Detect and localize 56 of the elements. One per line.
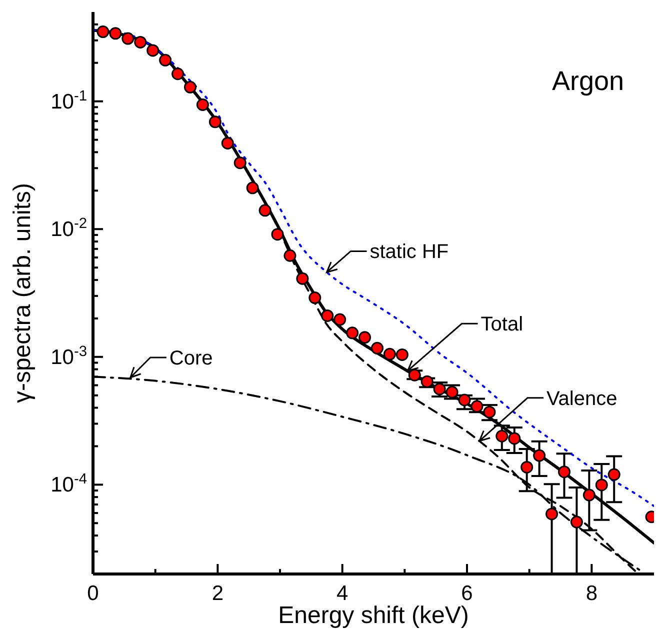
point bbox=[358, 331, 372, 344]
point bbox=[321, 309, 334, 322]
point bbox=[470, 400, 484, 413]
point bbox=[308, 292, 322, 304]
point bbox=[496, 430, 508, 442]
point bbox=[446, 386, 458, 398]
point bbox=[570, 516, 583, 528]
point bbox=[109, 27, 122, 40]
annotation: Core bbox=[169, 347, 213, 370]
point bbox=[258, 204, 272, 217]
y-tick-label: 10$^{-3}$ bbox=[50, 344, 87, 369]
point bbox=[334, 313, 346, 326]
point bbox=[582, 488, 596, 502]
x-tick-label: 8 bbox=[586, 582, 598, 605]
x-tick-label: 4 bbox=[336, 582, 348, 605]
point bbox=[196, 98, 209, 112]
point bbox=[208, 116, 222, 128]
x-tick-label: 0 bbox=[87, 582, 99, 605]
point bbox=[433, 382, 446, 396]
point bbox=[122, 32, 134, 45]
point bbox=[458, 394, 471, 406]
point bbox=[271, 228, 284, 241]
x-tick-label: 2 bbox=[212, 582, 224, 605]
point bbox=[221, 136, 234, 150]
point bbox=[246, 182, 259, 194]
point bbox=[520, 460, 534, 474]
y-tick-label: 10$^{-4}$ bbox=[50, 472, 87, 497]
point bbox=[608, 468, 620, 481]
point bbox=[483, 406, 496, 418]
x-tick-label: 6 bbox=[461, 582, 473, 605]
point bbox=[96, 26, 110, 38]
point bbox=[370, 342, 384, 354]
point bbox=[159, 54, 172, 66]
point bbox=[296, 272, 309, 285]
point bbox=[134, 36, 147, 48]
point bbox=[383, 348, 396, 360]
point bbox=[595, 478, 608, 492]
y-tick-label: 10$^{-2}$ bbox=[50, 216, 87, 242]
point bbox=[234, 156, 246, 170]
annotation: Argon bbox=[552, 66, 624, 96]
y-axis-title: γ-spectra (arb. units) bbox=[9, 182, 36, 404]
point bbox=[558, 466, 570, 478]
point bbox=[172, 68, 184, 80]
x-axis-title: Energy shift (keV) bbox=[278, 602, 469, 629]
point bbox=[346, 326, 359, 340]
annotation: Total bbox=[480, 314, 524, 336]
annotation: static HF bbox=[370, 241, 449, 264]
point bbox=[146, 44, 160, 57]
point bbox=[396, 348, 408, 361]
y-tick-label: 10$^{-1}$ bbox=[50, 88, 87, 114]
point bbox=[546, 508, 558, 520]
annotation: Valence bbox=[546, 388, 618, 410]
point bbox=[284, 249, 296, 262]
point bbox=[184, 80, 196, 94]
point bbox=[533, 449, 546, 462]
point bbox=[508, 432, 521, 445]
